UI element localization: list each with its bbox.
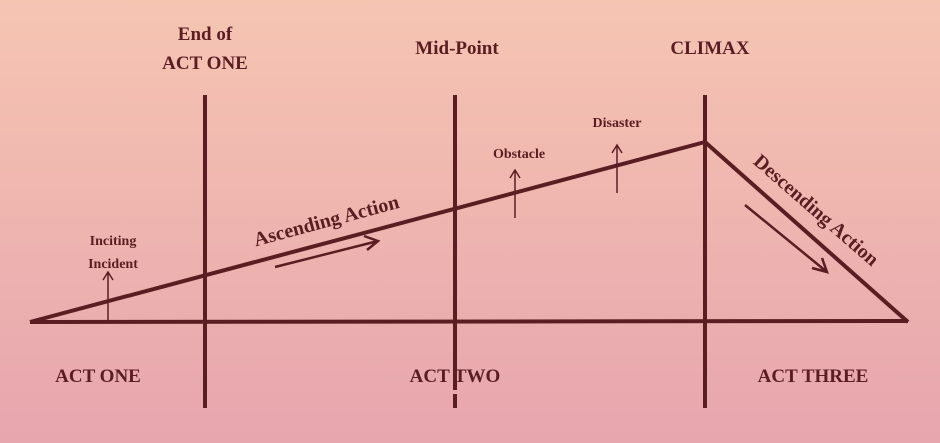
- marker-label: CLIMAX: [670, 38, 749, 59]
- arrow: [611, 143, 623, 193]
- event-arrows: [102, 143, 623, 320]
- act-label: ACT ONE: [55, 366, 141, 387]
- marker-label: ACT ONE: [162, 53, 248, 74]
- event-label: Disaster: [593, 116, 642, 131]
- descending-arrow: [744, 204, 829, 274]
- arrow: [509, 168, 521, 218]
- ascending-arrow: [274, 234, 381, 269]
- baseline: [29, 319, 909, 324]
- event-label: Inciting: [90, 234, 137, 249]
- marker-label: Mid-Point: [415, 38, 499, 59]
- event-label: Obstacle: [493, 147, 545, 162]
- marker-label: End of: [178, 24, 233, 45]
- event-label: Incident: [88, 257, 138, 272]
- act-label: ACT TWO: [410, 366, 501, 387]
- act-label: ACT THREE: [758, 366, 869, 387]
- arrow: [102, 270, 114, 320]
- story-arc: [29, 140, 910, 324]
